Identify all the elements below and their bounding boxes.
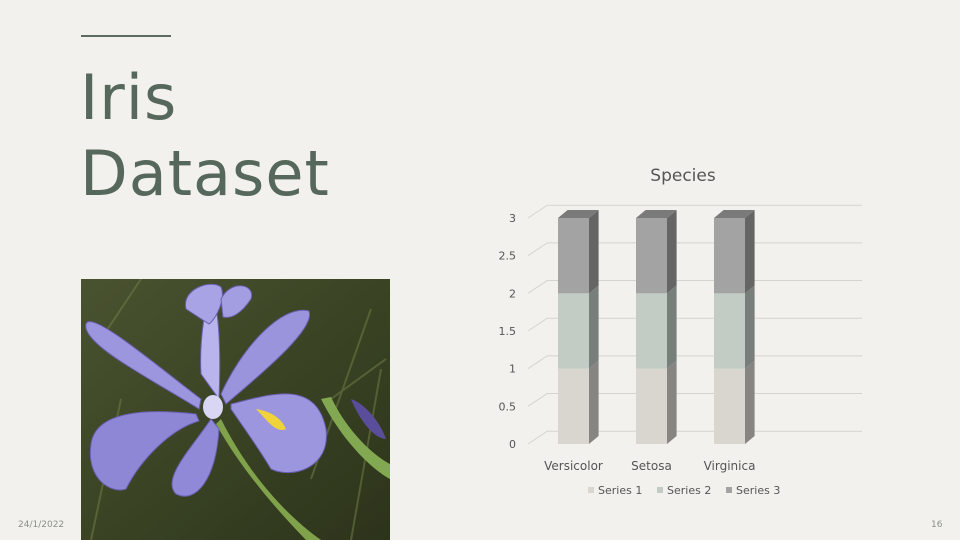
legend-swatch [726,487,732,493]
bar-segment [558,360,599,444]
gridline [527,317,862,332]
iris-flower-image [81,279,390,540]
y-tick-label: 1 [509,363,516,376]
y-tick-label: 3 [509,212,516,225]
gridline [527,280,862,294]
y-tick-label: 2 [509,287,516,300]
y-tick-label: 2.5 [499,250,517,263]
bar-segment [714,360,755,444]
gridline [527,242,862,257]
bar-segment [636,210,677,294]
gridline [527,430,862,445]
x-category-label: Virginica [704,459,756,473]
iris-flower-photo [81,279,390,540]
y-tick-label: 0 [509,438,516,451]
x-category-label: Setosa [631,459,672,473]
chart-legend: Series 1 Series 2 Series 3 [588,484,780,497]
slide-title-line2: Dataset [80,137,330,210]
gridline [527,355,862,370]
gridline [527,204,862,219]
y-tick-label: 1.5 [499,325,517,338]
slide-page-number: 16 [931,520,943,530]
slide-date: 24/1/2022 [18,520,65,530]
chart-title: Species [650,166,716,186]
slide-title-line1: Iris [80,61,178,134]
title-accent-line [81,35,171,37]
legend-label: Series 3 [736,484,780,497]
bar-segment [636,360,677,444]
y-tick-label: 0.5 [499,400,517,413]
bar-segment [558,285,599,369]
bar-segment [714,210,755,294]
bar-segment [714,285,755,369]
legend-swatch [657,487,663,493]
gridline [527,393,862,407]
legend-label: Series 2 [667,484,711,497]
x-category-label: Versicolor [544,459,603,473]
slide-title: Iris Dataset [80,60,330,212]
legend-label: Series 1 [598,484,642,497]
legend-swatch [588,487,594,493]
species-chart: 0 0.5 1 1.5 2 2.5 3 Versicolor Setosa Virginica S… [490,150,890,510]
bar-segment [636,285,677,369]
chart-svg: 0 0.5 1 1.5 2 2.5 3 Versicolor Setosa Virginica S… [499,166,862,497]
bar-segment [558,210,599,294]
